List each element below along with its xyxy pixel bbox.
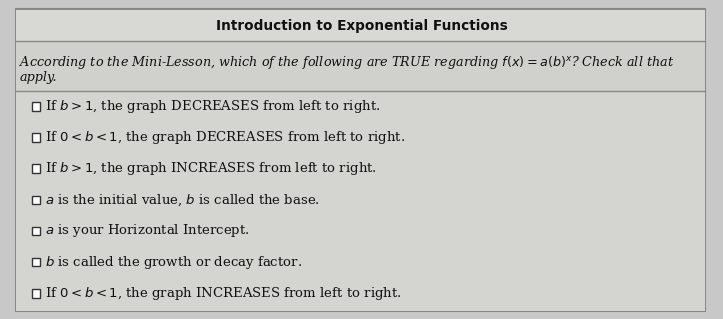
Text: If $b>1$, the graph DECREASES from left to right.: If $b>1$, the graph DECREASES from left … [45, 98, 380, 115]
Bar [32, 289, 40, 298]
Text: $a$ is the initial value, $b$ is called the base.: $a$ is the initial value, $b$ is called … [45, 192, 320, 208]
Text: apply.: apply. [20, 71, 57, 84]
Bar [17, 91, 705, 311]
Text: If $0<b<1$, the graph INCREASES from left to right.: If $0<b<1$, the graph INCREASES from lef… [45, 285, 402, 302]
Bar [17, 10, 705, 41]
Bar [32, 258, 40, 266]
Bar [32, 133, 40, 142]
Bar [32, 226, 40, 235]
Text: According to the Mini-Lesson, which of the following are TRUE regarding $f(x)=a(: According to the Mini-Lesson, which of t… [20, 54, 675, 71]
Bar [32, 164, 40, 173]
Text: If $0<b<1$, the graph DECREASES from left to right.: If $0<b<1$, the graph DECREASES from lef… [45, 129, 405, 146]
Text: If $b>1$, the graph INCREASES from left to right.: If $b>1$, the graph INCREASES from left … [45, 160, 377, 177]
Bar [17, 41, 705, 91]
Text: Introduction to Exponential Functions: Introduction to Exponential Functions [215, 19, 508, 33]
Text: $a$ is your Horizontal Intercept.: $a$ is your Horizontal Intercept. [45, 222, 250, 240]
Bar [32, 102, 40, 111]
Text: $b$ is called the growth or decay factor.: $b$ is called the growth or decay factor… [45, 254, 302, 271]
Bar [32, 196, 40, 204]
